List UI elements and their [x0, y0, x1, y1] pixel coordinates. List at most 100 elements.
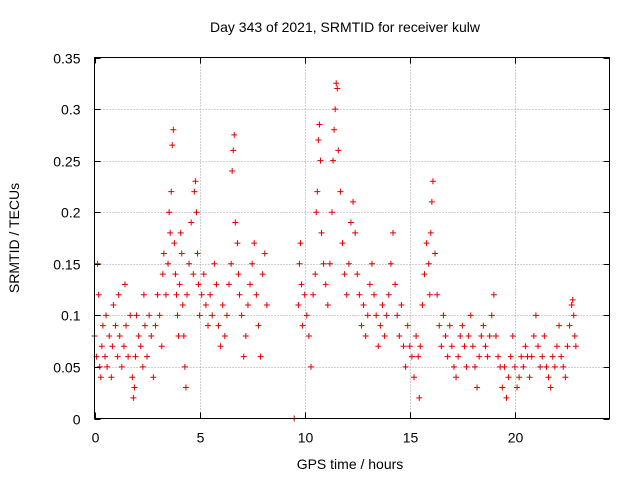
data-point [453, 374, 460, 381]
data-point [177, 229, 184, 236]
data-point [379, 302, 386, 309]
data-point [257, 353, 264, 360]
data-point [551, 363, 558, 370]
y-tick-label: 0.25 [53, 154, 80, 170]
data-point [488, 312, 495, 319]
data-point [553, 343, 560, 350]
data-point [545, 374, 552, 381]
data-point [103, 312, 110, 319]
data-point [106, 332, 113, 339]
data-point [198, 291, 205, 298]
x-tick-label: 15 [403, 430, 419, 446]
data-point [469, 343, 476, 350]
data-point [115, 291, 122, 298]
data-point [440, 312, 447, 319]
data-point [176, 281, 183, 288]
data-point [324, 302, 331, 309]
data-point [167, 229, 174, 236]
data-point [251, 240, 258, 247]
data-point [244, 302, 251, 309]
data-point [499, 384, 506, 391]
data-point [228, 260, 235, 267]
data-point [236, 291, 243, 298]
data-point [492, 332, 499, 339]
data-point [190, 271, 197, 278]
chart-title: Day 343 of 2021, SRMTID for receiver kul… [210, 19, 481, 35]
data-point [131, 384, 138, 391]
data-point [158, 343, 165, 350]
data-point [141, 322, 148, 329]
x-tick-label: 20 [508, 430, 524, 446]
data-point [541, 332, 548, 339]
data-point [310, 291, 317, 298]
data-point [132, 353, 139, 360]
data-point [509, 332, 516, 339]
data-point [125, 353, 132, 360]
data-point [490, 291, 497, 298]
data-point [482, 343, 489, 350]
data-point [229, 167, 236, 174]
data-point [446, 322, 453, 329]
data-point [253, 291, 260, 298]
data-point [137, 343, 144, 350]
data-point [427, 229, 434, 236]
data-point [426, 291, 433, 298]
data-point [215, 322, 222, 329]
data-point [413, 332, 420, 339]
data-point [429, 178, 436, 185]
data-point [322, 281, 329, 288]
data-point [354, 271, 361, 278]
data-point [195, 281, 202, 288]
data-points [91, 80, 579, 422]
data-point [396, 332, 403, 339]
data-point [345, 260, 352, 267]
data-point [232, 219, 239, 226]
data-point [192, 178, 199, 185]
y-tick-label: 0.1 [61, 308, 81, 324]
data-point [108, 374, 115, 381]
data-point [140, 291, 147, 298]
data-point [511, 363, 518, 370]
grid [94, 57, 610, 419]
data-point [313, 209, 320, 216]
data-point [123, 322, 130, 329]
data-point [247, 281, 254, 288]
data-point [159, 271, 166, 278]
data-point [332, 106, 339, 113]
data-point [162, 291, 169, 298]
data-point [408, 353, 415, 360]
data-point [543, 363, 550, 370]
data-point [173, 291, 180, 298]
y-tick-label: 0.05 [53, 360, 80, 376]
data-point [535, 343, 542, 350]
y-tick-label: 0.15 [53, 257, 80, 273]
data-point [476, 353, 483, 360]
data-point [226, 281, 233, 288]
y-tick-label: 0.2 [61, 205, 81, 221]
data-point [532, 312, 539, 319]
data-point [217, 343, 224, 350]
data-point [568, 302, 575, 309]
data-point [442, 332, 449, 339]
data-point [231, 131, 238, 138]
data-point [444, 353, 451, 360]
data-point [213, 281, 220, 288]
data-point [129, 374, 136, 381]
data-point [341, 271, 348, 278]
data-point [528, 353, 535, 360]
data-point [465, 332, 472, 339]
data-point [99, 322, 106, 329]
data-point [326, 260, 333, 267]
data-point [202, 302, 209, 309]
data-point [562, 374, 569, 381]
data-point [416, 394, 423, 401]
data-point [484, 353, 491, 360]
data-point [95, 291, 102, 298]
data-point [317, 157, 324, 164]
data-point [471, 363, 478, 370]
data-point [419, 302, 426, 309]
data-point [394, 312, 401, 319]
axis-ticks: 0 5 10 15 20 0 0.05 0.1 0.15 0.2 0.25 0.3 0.35 [53, 51, 610, 446]
data-point [434, 291, 441, 298]
data-point [432, 250, 439, 257]
